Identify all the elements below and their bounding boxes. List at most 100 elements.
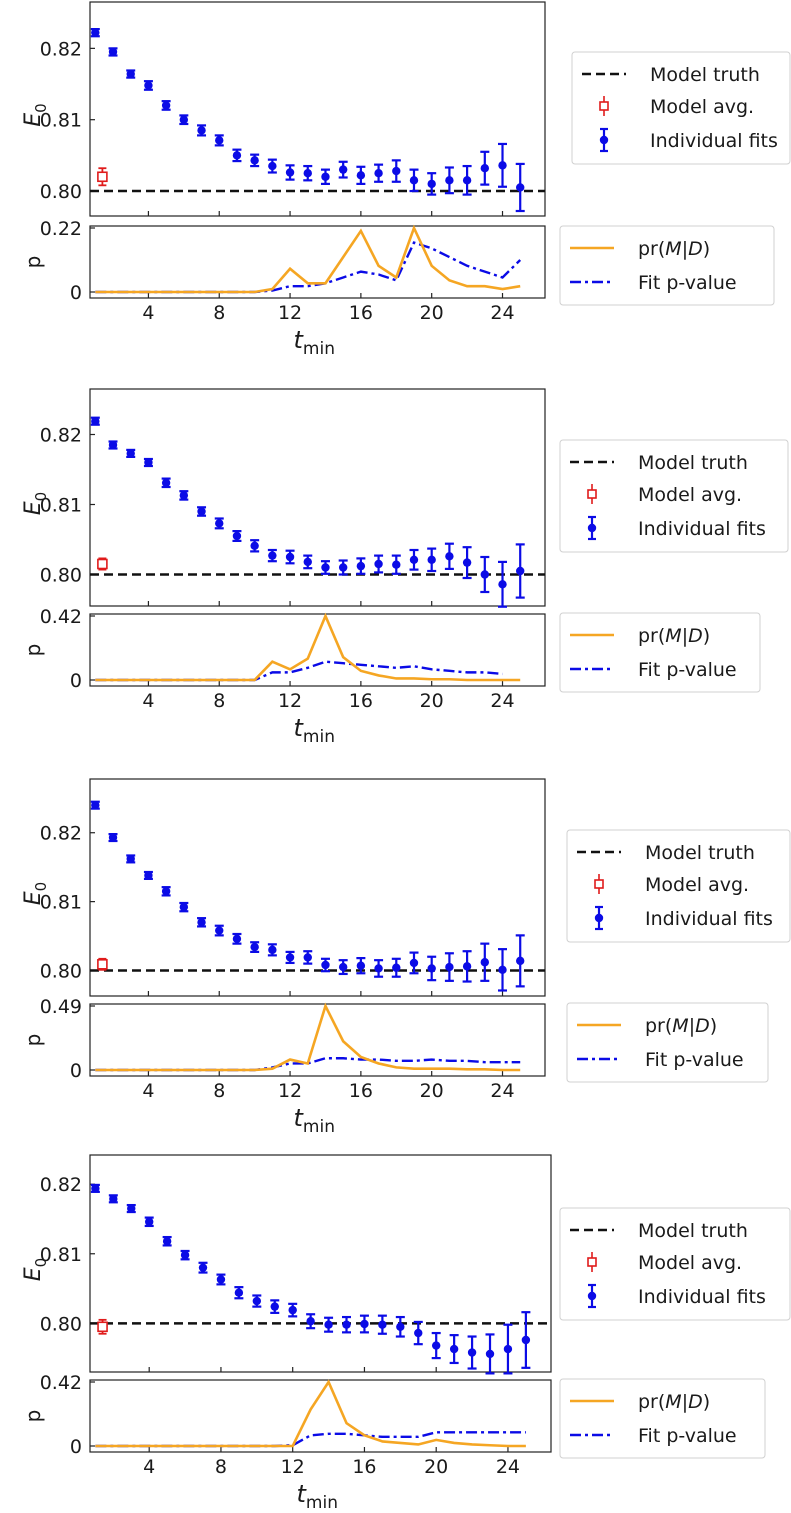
y-tick-label: 0.80 <box>40 181 82 203</box>
fit-point <box>285 168 295 177</box>
fit-point <box>215 519 224 528</box>
fit-point <box>521 1335 531 1345</box>
legend-fits-swatch <box>599 135 609 145</box>
x-tick-label: 24 <box>490 690 514 712</box>
legend-fits-swatch <box>587 523 597 533</box>
main-legend-box <box>559 439 789 553</box>
fit-point <box>250 156 259 165</box>
legend-avg-label: Model avg. <box>645 874 749 896</box>
fit-point <box>108 833 118 842</box>
sub-y-axis-label: p <box>21 1034 45 1047</box>
y-tick-label: 0.81 <box>40 1244 82 1266</box>
fit-point <box>503 1344 513 1354</box>
legend-pvalue-label: Fit p-value <box>638 272 737 294</box>
fit-point <box>409 555 419 564</box>
sub-y-tick-label: 0.49 <box>40 996 82 1018</box>
legend-prob-label: pr(M|D) <box>645 1015 717 1037</box>
fit-point <box>374 169 383 178</box>
y-tick-label: 0.80 <box>40 565 82 587</box>
fit-point <box>498 161 507 170</box>
x-axis-label-subscript: min <box>306 1493 338 1513</box>
fit-point <box>449 1344 459 1354</box>
fit-point <box>378 1320 387 1329</box>
fit-point <box>179 902 189 912</box>
main-axes-frame <box>89 1154 552 1373</box>
fit-point <box>303 169 312 178</box>
sub-legend-box <box>559 612 761 693</box>
probability-line <box>95 612 521 682</box>
y-tick-label: 0.81 <box>40 892 82 914</box>
sub-axes-frame <box>89 225 546 299</box>
pvalue-line <box>95 241 522 294</box>
fit-point <box>288 1305 297 1315</box>
fit-point <box>462 962 472 971</box>
fit-point <box>342 1320 351 1329</box>
fit-point <box>303 557 312 567</box>
fit-point <box>197 126 206 135</box>
fit-point <box>91 417 100 426</box>
model-avg-point <box>97 1321 108 1333</box>
fit-point <box>216 1275 226 1284</box>
x-axis-label-subscript: min <box>303 339 335 359</box>
y-axis-label-subscript: 0 <box>32 882 50 892</box>
sub-y-axis-label: p <box>21 644 45 657</box>
y-tick-label: 0.80 <box>40 1313 82 1335</box>
fit-point <box>108 440 118 450</box>
legend-avg-swatch <box>599 101 609 111</box>
sub-legend-box <box>559 225 775 306</box>
fit-point <box>198 1263 208 1272</box>
fit-point <box>409 176 419 185</box>
sub-y-tick-label: 0 <box>70 1060 82 1082</box>
fit-point <box>268 161 277 171</box>
fit-point <box>445 176 454 185</box>
y-axis-label: E0 <box>21 103 50 126</box>
x-tick-label: 16 <box>349 1080 373 1102</box>
fit-point <box>374 559 383 569</box>
fit-point <box>392 166 401 176</box>
fit-point <box>480 164 490 173</box>
x-tick-label: 24 <box>490 1080 514 1102</box>
fit-point <box>285 953 295 962</box>
sub-y-tick-label: 0.42 <box>40 606 82 628</box>
panel-4: 0.80 0.81 0.82 E0 Model truth Model avg. Indiv… <box>21 1154 791 1513</box>
fit-point <box>427 179 436 189</box>
fit-point <box>392 560 401 569</box>
legend-fits-swatch <box>587 1291 597 1301</box>
legend-truth-label: Model truth <box>638 452 748 474</box>
y-tick-label: 0.81 <box>40 495 82 517</box>
x-tick-label: 12 <box>278 1080 302 1102</box>
fit-point <box>252 1296 262 1306</box>
x-tick-label: 20 <box>420 690 444 712</box>
y-tick-label: 0.80 <box>40 961 82 983</box>
fit-point <box>480 958 490 967</box>
sub-axes-frame <box>89 1003 546 1077</box>
x-tick-label: 4 <box>142 1080 154 1102</box>
fit-point <box>462 176 472 185</box>
x-tick-label: 4 <box>142 302 154 324</box>
fit-point <box>232 531 242 541</box>
y-axis-label: E0 <box>21 882 50 905</box>
fit-point <box>144 871 153 880</box>
y-tick-label: 0.82 <box>40 425 82 447</box>
fit-point <box>161 101 171 110</box>
main-axes-frame <box>89 1 546 217</box>
legend-fits-label: Individual fits <box>638 1286 766 1308</box>
x-tick-label: 16 <box>352 1456 376 1478</box>
panel-1: 0.80 0.81 0.82 E0 Model truth Model avg. Indiv… <box>21 1 791 359</box>
x-tick-label: 24 <box>490 302 514 324</box>
fit-point <box>306 1317 315 1326</box>
fit-point <box>356 171 366 180</box>
x-axis-label: tmin <box>294 714 335 747</box>
x-axis-label: tmin <box>294 1104 335 1137</box>
x-axis-label: tmin <box>294 326 335 359</box>
fit-point <box>467 1348 477 1357</box>
fit-point <box>480 570 490 579</box>
legend-avg-swatch <box>587 1257 597 1267</box>
legend-pvalue-label: Fit p-value <box>638 659 737 681</box>
fit-point <box>126 69 135 79</box>
sub-y-axis-label: p <box>21 1410 45 1423</box>
fit-point <box>91 28 100 37</box>
fit-point <box>234 1288 244 1297</box>
x-tick-label: 20 <box>424 1456 448 1478</box>
sub-y-tick-label: 0.42 <box>40 1372 82 1394</box>
